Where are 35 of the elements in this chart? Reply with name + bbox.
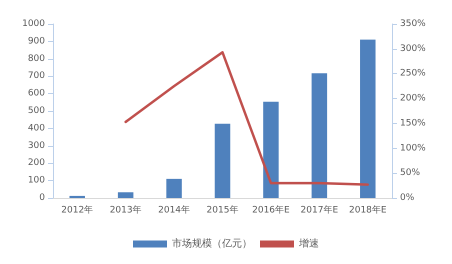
bar xyxy=(166,178,182,198)
bar xyxy=(263,102,279,198)
y2-tick-label: 200% xyxy=(400,94,426,104)
y-tick-label: 1000 xyxy=(22,19,46,29)
y2-tick-label: 0% xyxy=(400,193,415,203)
y2-tick-label: 100% xyxy=(400,143,426,154)
y-tick-label: 800 xyxy=(28,54,46,64)
x-tick-label: 2018年E xyxy=(348,204,387,216)
x-tick-label: 2013年 xyxy=(110,204,142,216)
y-tick-label: 600 xyxy=(28,88,46,99)
y2-tick-label: 300% xyxy=(400,44,426,54)
bar xyxy=(360,40,376,198)
x-tick-label: 2015年 xyxy=(206,204,238,216)
bar xyxy=(214,124,230,198)
x-tick-label: 2017年E xyxy=(300,204,338,216)
y-tick-label: 300 xyxy=(28,140,46,151)
bar xyxy=(118,192,134,198)
y-tick-label: 500 xyxy=(28,106,46,116)
bar xyxy=(312,73,328,198)
legend-label: 增速 xyxy=(298,238,319,250)
x-tick-label: 2012年 xyxy=(61,204,94,216)
x-tick-label: 2016年E xyxy=(252,204,290,216)
y2-tick-label: 250% xyxy=(400,68,426,79)
y-tick-label: 0 xyxy=(39,193,46,203)
y-tick-label: 200 xyxy=(28,158,46,168)
x-tick-label: 2014年 xyxy=(158,204,190,216)
legend-label: 市场规模（亿元） xyxy=(172,238,252,250)
line-series xyxy=(124,51,370,186)
y2-tick-label: 350% xyxy=(400,19,426,29)
y2-tick-label: 150% xyxy=(400,118,426,128)
y2-tick-label: 50% xyxy=(400,168,420,178)
y-tick-label: 400 xyxy=(28,123,46,134)
y-tick-label: 900 xyxy=(28,36,46,46)
y-tick-label: 100 xyxy=(28,176,46,186)
y-tick-label: 700 xyxy=(28,71,46,82)
